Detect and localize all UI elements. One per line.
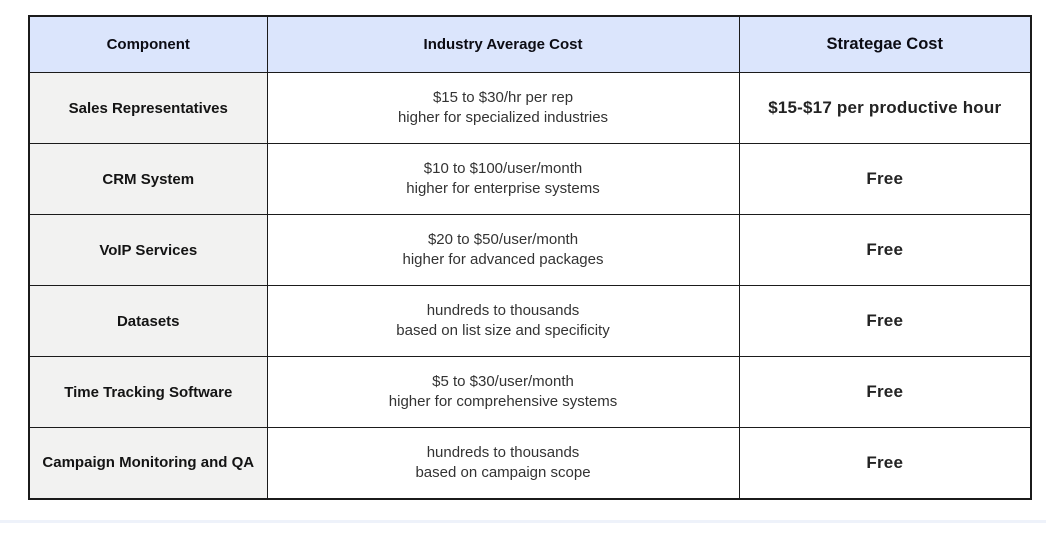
strategae-cost-cell: Free <box>738 214 1032 286</box>
component-cell: Datasets <box>28 285 268 357</box>
industry-cost-cell: $5 to $30/user/month higher for comprehe… <box>266 356 740 428</box>
header-component: Component <box>28 15 268 73</box>
component-cell: CRM System <box>28 143 268 215</box>
component-cell: Campaign Monitoring and QA <box>28 427 268 499</box>
strategae-cost-cell: Free <box>738 356 1032 428</box>
industry-cost-line2: higher for enterprise systems <box>406 180 600 197</box>
industry-cost-line2: higher for comprehensive systems <box>388 393 618 410</box>
component-cell: Sales Representatives <box>28 72 268 144</box>
industry-cost-line1: $10 to $100/user/month <box>423 160 583 177</box>
strategae-cost-cell: $15-$17 per productive hour <box>738 72 1032 144</box>
strategae-cost-cell: Free <box>738 285 1032 357</box>
industry-cost-line1: $5 to $30/user/month <box>432 373 574 390</box>
table-row-crm-system: CRM System $10 to $100/user/month higher… <box>28 143 1032 215</box>
industry-cost-line1: hundreds to thousands <box>426 302 580 319</box>
industry-cost-line1: hundreds to thousands <box>426 443 580 461</box>
industry-cost-cell: hundreds to thousands based on campaign … <box>266 427 740 499</box>
industry-cost-line1: $20 to $50/user/month <box>427 231 579 248</box>
industry-cost-cell: $20 to $50/user/month higher for advance… <box>266 214 740 286</box>
industry-cost-cell: hundreds to thousands based on list size… <box>266 285 740 357</box>
table-row-datasets: Datasets hundreds to thousands based on … <box>28 285 1032 357</box>
component-cell: Time Tracking Software <box>28 356 268 428</box>
strategae-cost-cell: Free <box>738 143 1032 215</box>
header-strategae-cost: Strategae Cost <box>738 15 1032 73</box>
industry-cost-cell: $10 to $100/user/month higher for enterp… <box>266 143 740 215</box>
industry-cost-line2: based on list size and specificity <box>396 322 610 339</box>
industry-cost-line2: higher for advanced packages <box>402 251 604 268</box>
table-row-campaign-monitoring-and-qa: Campaign Monitoring and QA hundreds to t… <box>28 427 1032 499</box>
strategae-cost-cell: Free <box>738 427 1032 499</box>
component-cell: VoIP Services <box>28 214 268 286</box>
header-industry-average-cost: Industry Average Cost <box>266 15 740 73</box>
industry-cost-cell: $15 to $30/hr per rep higher for special… <box>266 72 740 144</box>
footer-divider-line <box>0 520 1046 523</box>
cost-comparison-table: Component Industry Average Cost Stratega… <box>28 15 1032 500</box>
industry-cost-line2: higher for specialized industries <box>397 109 609 126</box>
table-row-time-tracking-software: Time Tracking Software $5 to $30/user/mo… <box>28 356 1032 428</box>
table-row-voip-services: VoIP Services $20 to $50/user/month high… <box>28 214 1032 286</box>
industry-cost-line1: $15 to $30/hr per rep <box>432 89 574 106</box>
table-row-sales-representatives: Sales Representatives $15 to $30/hr per … <box>28 72 1032 144</box>
table-header-row: Component Industry Average Cost Stratega… <box>28 15 1032 73</box>
industry-cost-line2: based on campaign scope <box>415 463 591 481</box>
